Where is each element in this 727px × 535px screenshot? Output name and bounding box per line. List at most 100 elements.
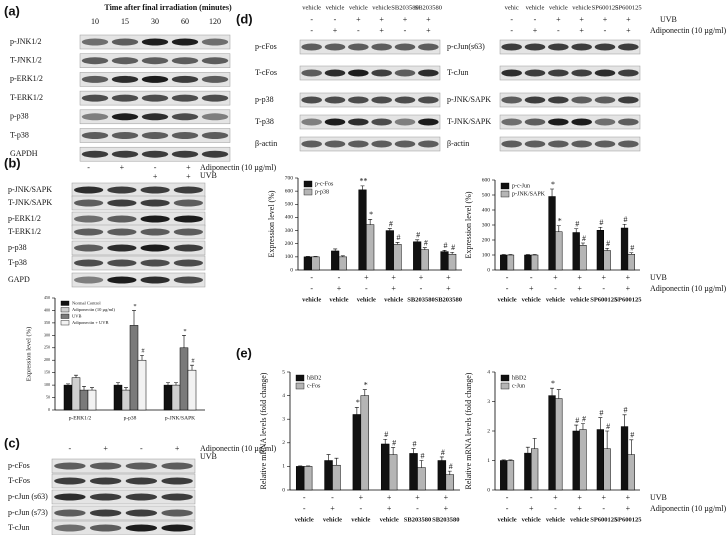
treatment-sign: + <box>556 15 561 24</box>
treatment-sign: - <box>554 504 557 513</box>
treatment-label: UVB <box>650 273 667 282</box>
treatment-sign: - <box>331 493 334 502</box>
panel-label: (e) <box>236 345 252 360</box>
row-label: p-cFos <box>8 461 30 470</box>
significance-mark: * <box>551 379 555 388</box>
bar <box>596 429 605 491</box>
blot-band <box>89 509 122 517</box>
y-tick-label: 350 <box>44 320 50 325</box>
blot-band <box>89 477 122 485</box>
x-tick-label: vehicle <box>546 516 565 523</box>
row-label: p-cJun (s73) <box>8 508 48 517</box>
error-bar <box>550 188 555 197</box>
blot-band <box>141 132 169 139</box>
error-bar <box>574 228 579 233</box>
treatment-sign: + <box>337 284 342 293</box>
error-bar <box>82 386 86 391</box>
blot-band <box>81 150 109 158</box>
y-tick-label: 1 <box>282 464 285 470</box>
blot-band <box>141 150 169 158</box>
blot-band <box>107 259 137 267</box>
blot-band <box>173 276 204 284</box>
blot-band <box>524 118 546 126</box>
blot-band <box>371 140 392 148</box>
legend-label: p-c-Fos <box>315 181 334 187</box>
bar <box>187 369 197 411</box>
blot-band <box>111 150 139 158</box>
error-bar <box>395 242 400 245</box>
treatment-label: UVB <box>660 15 677 24</box>
significance-mark: # <box>582 414 586 423</box>
blot-band <box>141 38 169 46</box>
error-bar <box>629 252 634 255</box>
legend-label: hBD2 <box>307 375 321 381</box>
y-tick-label: 50 <box>46 394 50 399</box>
treatment-sign: - <box>69 444 72 453</box>
y-tick-label: 600 <box>285 188 294 194</box>
treatment-sign: + <box>419 273 424 282</box>
blot-band <box>140 215 170 223</box>
error-bar <box>362 389 367 396</box>
blot-band <box>571 118 592 126</box>
y-tick-label: 2 <box>487 428 490 434</box>
blot-band <box>571 140 592 148</box>
row-label: T-cFos <box>8 476 30 485</box>
blot-band <box>161 477 193 485</box>
treatment-sign: + <box>175 444 180 453</box>
treatment-name: SP600125 <box>615 4 642 11</box>
error-bar <box>525 446 530 454</box>
treatment-sign: - <box>87 163 90 172</box>
bar <box>79 389 89 411</box>
bar <box>596 230 605 271</box>
bar <box>555 231 563 271</box>
treatment-sign: - <box>365 284 368 293</box>
blot-band <box>54 462 86 470</box>
y-tick-label: 0 <box>290 267 293 273</box>
x-tick-label: vehicle <box>351 516 370 523</box>
blot-band <box>618 140 639 148</box>
x-tick-label: vehicle <box>522 516 541 523</box>
blot-band <box>348 96 369 104</box>
row-label: p-p38 <box>255 95 274 104</box>
blot-band <box>394 69 416 77</box>
blot-band <box>594 118 616 126</box>
error-bar <box>447 470 452 475</box>
y-tick-label: 300 <box>285 228 294 234</box>
treatment-sign: - <box>420 284 423 293</box>
blot-band <box>501 43 522 51</box>
bar <box>393 244 402 271</box>
blot-band <box>54 509 86 517</box>
blot-band <box>111 75 139 83</box>
blot-band <box>141 75 169 83</box>
bar <box>409 453 418 491</box>
y-axis-label: Expression level (%) <box>25 327 32 382</box>
error-bar <box>508 459 513 461</box>
error-bar <box>622 414 627 427</box>
significance-mark: * <box>133 303 136 310</box>
treatment-sign: + <box>120 163 125 172</box>
significance-mark: # <box>606 239 610 248</box>
error-bar <box>391 447 396 455</box>
bar <box>179 347 189 411</box>
blot-band <box>173 228 204 236</box>
blot-strip <box>71 240 206 256</box>
treatment-sign: + <box>359 493 364 502</box>
row-label: p-JNK/SAPK <box>447 95 491 104</box>
blot-band <box>140 186 170 194</box>
treatment-sign: + <box>529 504 534 513</box>
treatment-sign: + <box>603 15 608 24</box>
treatment-sign: - <box>506 273 509 282</box>
x-tick-label: p-JNK/SAPK <box>165 415 195 421</box>
blot-band <box>141 94 169 102</box>
treatment-name: vehicle <box>572 4 591 11</box>
error-bar <box>190 364 194 371</box>
error-bar <box>116 382 120 386</box>
bar <box>603 448 611 491</box>
blot-band <box>140 244 170 252</box>
blot-band <box>81 94 109 102</box>
legend-label: p-p38 <box>315 189 329 195</box>
blot-band <box>73 186 104 194</box>
row-label: T-cFos <box>255 68 277 77</box>
legend-label: Normal Control <box>72 300 101 305</box>
blot-band <box>111 38 139 46</box>
